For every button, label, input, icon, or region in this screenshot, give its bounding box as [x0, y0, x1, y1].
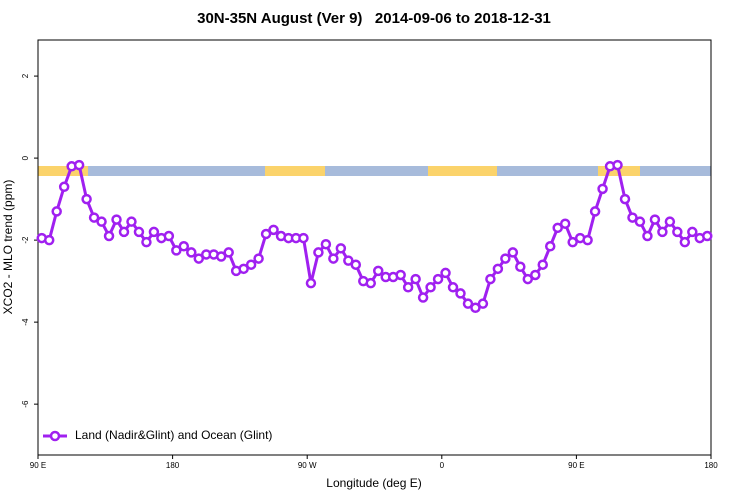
point: [432, 273, 444, 285]
point: [73, 159, 85, 171]
point: [268, 224, 279, 236]
point: [410, 273, 421, 285]
point: [507, 247, 519, 258]
point: [530, 269, 541, 281]
x-axis-label: Longitude (deg E): [326, 476, 421, 490]
x-tick-label: 90 W: [298, 461, 317, 470]
point: [702, 230, 713, 242]
point: [417, 292, 429, 303]
point: [492, 263, 504, 275]
point: [597, 183, 608, 195]
point: [118, 226, 130, 238]
point: [328, 253, 339, 264]
legend-marker: [49, 430, 61, 442]
y-axis-label: XCO2 - MLO trend (ppm): [1, 180, 15, 315]
point: [126, 216, 137, 227]
point: [627, 212, 638, 223]
point: [462, 298, 474, 309]
point: [642, 230, 653, 242]
point: [335, 243, 347, 254]
legend-label: Land (Nadir&Glint) and Ocean (Glint): [75, 428, 272, 442]
point: [687, 226, 698, 238]
point: [559, 218, 571, 229]
point: [589, 206, 601, 217]
y-tick-label: -2: [21, 236, 30, 244]
x-tick-label: 90 E: [30, 461, 46, 470]
point: [500, 253, 511, 264]
point: [477, 298, 489, 309]
point: [103, 230, 115, 242]
x-tick-label: 0: [440, 461, 445, 470]
point: [544, 241, 556, 252]
point: [515, 261, 526, 273]
point: [51, 206, 62, 217]
point: [305, 277, 317, 289]
point: [567, 236, 578, 248]
point: [141, 236, 152, 248]
point: [582, 234, 593, 246]
point: [43, 234, 55, 246]
land-band: [428, 166, 497, 176]
point: [425, 282, 436, 293]
y-tick-label: 2: [21, 73, 30, 78]
point: [88, 212, 100, 223]
point: [58, 181, 70, 193]
point: [96, 216, 107, 227]
point: [455, 288, 466, 299]
point: [245, 259, 257, 270]
point: [313, 247, 324, 258]
y-tick-label: 0: [21, 155, 30, 160]
point: [395, 269, 406, 281]
point: [186, 247, 197, 258]
x-tick-label: 180: [704, 461, 718, 470]
point: [402, 282, 414, 293]
point: [343, 255, 354, 266]
point: [470, 302, 481, 314]
ocean-band: [38, 166, 711, 176]
land-band: [265, 166, 325, 176]
point: [672, 226, 683, 238]
y-tick-label: -4: [21, 318, 30, 326]
point: [657, 226, 668, 238]
point: [253, 253, 264, 264]
point: [440, 267, 451, 279]
point: [193, 253, 205, 264]
point: [215, 251, 227, 262]
x-tick-label: 180: [166, 461, 180, 470]
point: [365, 277, 377, 289]
point: [238, 263, 249, 275]
point: [552, 222, 563, 234]
point: [447, 282, 459, 293]
point: [522, 273, 534, 285]
point: [133, 226, 145, 238]
point: [485, 273, 496, 285]
point: [111, 214, 122, 225]
chart-title: 30N-35N August (Ver 9) 2014-09-06 to 201…: [197, 10, 551, 27]
point: [223, 247, 234, 258]
point: [350, 259, 362, 270]
point: [163, 230, 175, 242]
point: [320, 238, 332, 250]
plot-frame: [37, 39, 712, 456]
y-tick-label: -6: [21, 400, 30, 408]
point: [298, 232, 309, 244]
point: [372, 265, 384, 277]
x-tick-label: 90 E: [568, 461, 584, 470]
point: [171, 245, 182, 256]
point: [649, 214, 661, 225]
point: [679, 236, 691, 248]
point: [537, 259, 548, 270]
point: [178, 241, 190, 252]
point: [664, 216, 676, 227]
point: [260, 228, 272, 240]
point: [148, 226, 160, 238]
point: [619, 193, 631, 205]
land-band: [38, 166, 88, 176]
point: [634, 216, 646, 227]
point: [612, 159, 623, 171]
point: [81, 193, 92, 205]
